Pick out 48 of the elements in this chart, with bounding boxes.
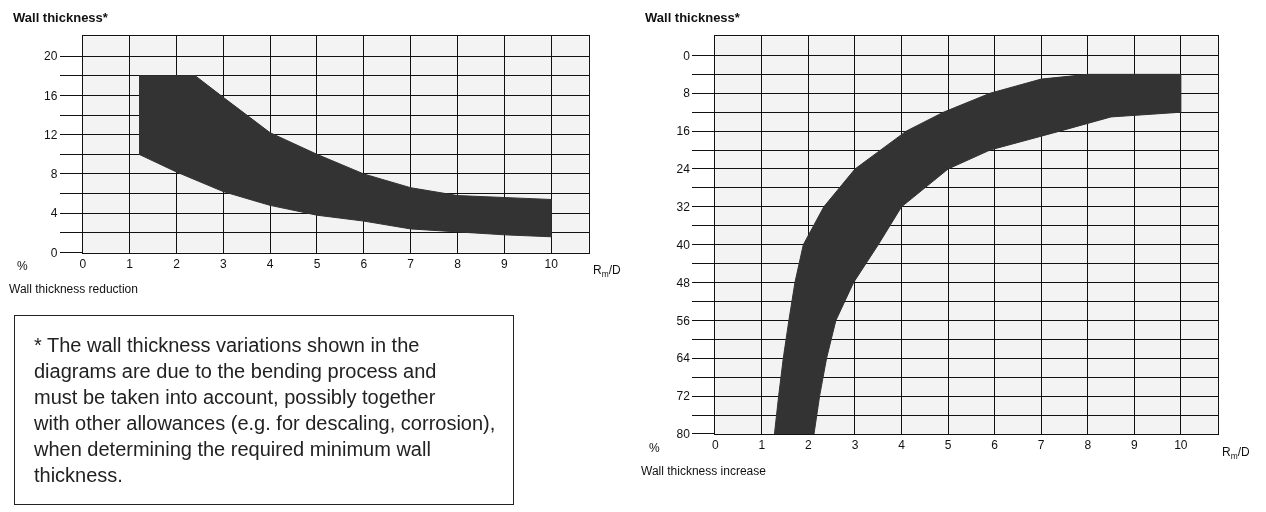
x-tick-label: 6 [360,256,368,271]
y-tick-label: 32 [676,200,691,215]
x-tick-label: 0 [711,438,719,453]
x-tick-label: 4 [898,438,906,453]
x-tick-label: 3 [219,256,227,271]
y-tick-label: 80 [676,427,691,442]
chart-title: Wall thickness* [645,10,741,25]
text: Wall thickness reduction [9,282,138,296]
text: * The wall thickness variations shown in the diagrams are due to the bending process and must be taken into account, possibly together with other allowances (e.g. for descaling, corrosion), when determining the required minimum wall thickness. [33,334,496,486]
x-tick-label: 7 [1037,438,1045,453]
x-axis-title: R$_{m}$/D [593,263,621,279]
x-tick-label: 2 [805,438,813,453]
y-tick-label: 16 [44,88,58,103]
y-tick-label: 48 [676,275,691,290]
y-tick-label: 72 [676,389,691,404]
x-tick-label: 4 [266,256,274,271]
x-tick-label: 10 [544,256,559,271]
chart-title: Wall thickness* [13,10,109,25]
x-axis-title: R$_{m}$/D [1222,445,1250,461]
x-tick-label: 10 [1174,438,1188,453]
y-tick-label: 24 [676,162,691,177]
y-tick-label: 56 [676,313,691,328]
y-tick-label: 20 [44,49,58,64]
y-tick-label: 8 [683,86,691,101]
x-tick-label: 9 [500,256,508,271]
y-axis-title: % [649,441,660,455]
x-tick-label: 6 [991,438,999,453]
y-tick-label: 64 [676,351,691,366]
x-tick-label: 9 [1130,438,1138,453]
y-tick-label: 40 [676,237,691,252]
x-tick-label: 5 [313,256,321,271]
x-tick-label: 8 [454,256,462,271]
x-tick-label: 3 [851,438,859,453]
y-tick-label: 4 [50,206,58,221]
x-tick-label: 2 [173,256,181,271]
x-tick-label: 5 [944,438,952,453]
y-axis-title: % [17,259,28,273]
x-tick-label: 8 [1084,438,1092,453]
x-tick-label: 1 [126,256,134,271]
y-tick-label: 8 [50,167,58,182]
y-tick-label: 12 [44,127,58,142]
text: Wall thickness increase [641,464,767,478]
x-tick-label: 1 [758,438,766,453]
y-tick-label: 0 [683,48,691,63]
y-tick-label: 0 [50,245,58,260]
x-tick-label: 7 [407,256,415,271]
x-tick-label: 0 [79,256,87,271]
y-tick-label: 16 [676,124,691,139]
